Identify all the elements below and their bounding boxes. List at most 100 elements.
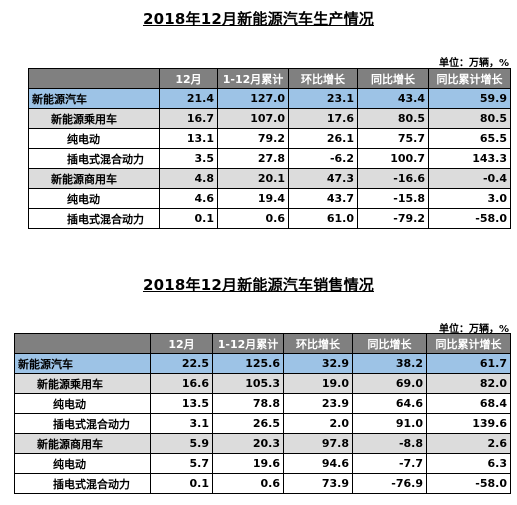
row-label: 插电式混合动力 [14, 413, 151, 434]
table-cell: 20.3 [212, 433, 284, 454]
table-cell: 4.6 [159, 188, 218, 209]
table-cell: 5.9 [150, 433, 213, 454]
table-cell: 127.0 [217, 88, 289, 109]
table-cell: 69.0 [352, 373, 427, 394]
table-cell: 13.1 [159, 128, 218, 149]
table-cell: -76.9 [352, 473, 427, 494]
table-cell: 80.5 [357, 108, 429, 129]
row-label: 新能源汽车 [28, 88, 160, 109]
sales-unit: 单位：万辆，% [438, 324, 509, 335]
table-cell: -6.2 [288, 148, 358, 169]
row-label: 新能源汽车 [14, 353, 151, 374]
table-cell: 5.7 [150, 453, 213, 474]
table-cell: 75.7 [357, 128, 429, 149]
table-row: 新能源乘用车 16.7 107.0 17.6 80.5 80.5 [28, 108, 511, 129]
table-cell: 143.3 [428, 148, 511, 169]
table-cell: 64.6 [352, 393, 427, 414]
table-cell: 6.3 [426, 453, 511, 474]
table-cell: 3.1 [150, 413, 213, 434]
row-label: 纯电动 [14, 393, 151, 414]
table-cell: 17.6 [288, 108, 358, 129]
row-label: 纯电动 [28, 128, 160, 149]
table-cell: 78.8 [212, 393, 284, 414]
table-cell: 0.1 [159, 208, 218, 229]
table-cell: 61.0 [288, 208, 358, 229]
table-cell: 97.8 [283, 433, 353, 454]
row-label: 插电式混合动力 [28, 148, 160, 169]
column-header: 12月 [150, 333, 213, 354]
table-cell: 2.0 [283, 413, 353, 434]
table-cell: 94.6 [283, 453, 353, 474]
production-title: 2018年12月新能源汽车生产情况 [142, 10, 375, 28]
table-cell: 139.6 [426, 413, 511, 434]
table-cell: 23.9 [283, 393, 353, 414]
table-row: 新能源商用车 4.8 20.1 47.3 -16.6 -0.4 [28, 168, 511, 189]
table-cell: 19.4 [217, 188, 289, 209]
table-cell: 3.0 [428, 188, 511, 209]
production-table: 12月 1-12月累计 环比增长 同比增长 同比累计增长 新能源汽车 21.4 127.0 2… [28, 68, 511, 229]
table-cell: 38.2 [352, 353, 427, 374]
row-label: 插电式混合动力 [14, 473, 151, 494]
table-cell: 100.7 [357, 148, 429, 169]
table-cell: 80.5 [428, 108, 511, 129]
column-header: 同比累计增长 [426, 333, 511, 354]
table-cell: 32.9 [283, 353, 353, 374]
column-header: 环比增长 [288, 68, 358, 89]
table-cell: 2.6 [426, 433, 511, 454]
table-row: 新能源汽车 22.5 125.6 32.9 38.2 61.7 [14, 353, 511, 374]
table-cell: 43.4 [357, 88, 429, 109]
table-cell: -79.2 [357, 208, 429, 229]
column-header: 同比增长 [357, 68, 429, 89]
table-cell: -58.0 [428, 208, 511, 229]
table-cell: 21.4 [159, 88, 218, 109]
table-cell: 79.2 [217, 128, 289, 149]
table-cell: 68.4 [426, 393, 511, 414]
table-cell: 13.5 [150, 393, 213, 414]
table-row: 纯电动 4.6 19.4 43.7 -15.8 3.0 [28, 188, 511, 209]
table-cell: 19.0 [283, 373, 353, 394]
table-cell: 26.1 [288, 128, 358, 149]
table-cell: 125.6 [212, 353, 284, 374]
table-cell: 19.6 [212, 453, 284, 474]
table-cell: 23.1 [288, 88, 358, 109]
column-header: 1-12月累计 [217, 68, 289, 89]
table-header-row: 12月 1-12月累计 环比增长 同比增长 同比累计增长 [14, 333, 511, 354]
table-cell: 16.6 [150, 373, 213, 394]
table-row: 插电式混合动力 3.1 26.5 2.0 91.0 139.6 [14, 413, 511, 434]
table-cell: -58.0 [426, 473, 511, 494]
row-label: 插电式混合动力 [28, 208, 160, 229]
table-cell: 59.9 [428, 88, 511, 109]
column-header: 1-12月累计 [212, 333, 284, 354]
table-cell: 3.5 [159, 148, 218, 169]
table-row: 插电式混合动力 0.1 0.6 73.9 -76.9 -58.0 [14, 473, 511, 494]
table-cell: 61.7 [426, 353, 511, 374]
table-cell: -15.8 [357, 188, 429, 209]
table-cell: 107.0 [217, 108, 289, 129]
table-row: 纯电动 13.5 78.8 23.9 64.6 68.4 [14, 393, 511, 414]
table-row: 纯电动 13.1 79.2 26.1 75.7 65.5 [28, 128, 511, 149]
production-unit: 单位：万辆，% [438, 58, 509, 69]
row-label: 纯电动 [28, 188, 160, 209]
column-header: 12月 [159, 68, 218, 89]
row-label: 新能源商用车 [28, 168, 160, 189]
table-cell: -8.8 [352, 433, 427, 454]
column-header: 同比增长 [352, 333, 427, 354]
row-label: 新能源乘用车 [28, 108, 160, 129]
table-row: 新能源乘用车 16.6 105.3 19.0 69.0 82.0 [14, 373, 511, 394]
table-cell: 0.6 [217, 208, 289, 229]
table-cell: 20.1 [217, 168, 289, 189]
table-cell: 0.6 [212, 473, 284, 494]
table-cell: 91.0 [352, 413, 427, 434]
column-header [14, 333, 151, 354]
table-cell: 82.0 [426, 373, 511, 394]
row-label: 新能源商用车 [14, 433, 151, 454]
sales-table: 12月 1-12月累计 环比增长 同比增长 同比累计增长 新能源汽车 22.5 125.6 3… [14, 333, 511, 494]
row-label: 纯电动 [14, 453, 151, 474]
row-label: 新能源乘用车 [14, 373, 151, 394]
table-cell: 105.3 [212, 373, 284, 394]
table-cell: 65.5 [428, 128, 511, 149]
table-row: 纯电动 5.7 19.6 94.6 -7.7 6.3 [14, 453, 511, 474]
table-cell: 22.5 [150, 353, 213, 374]
column-header: 同比累计增长 [428, 68, 511, 89]
table-cell: -7.7 [352, 453, 427, 474]
